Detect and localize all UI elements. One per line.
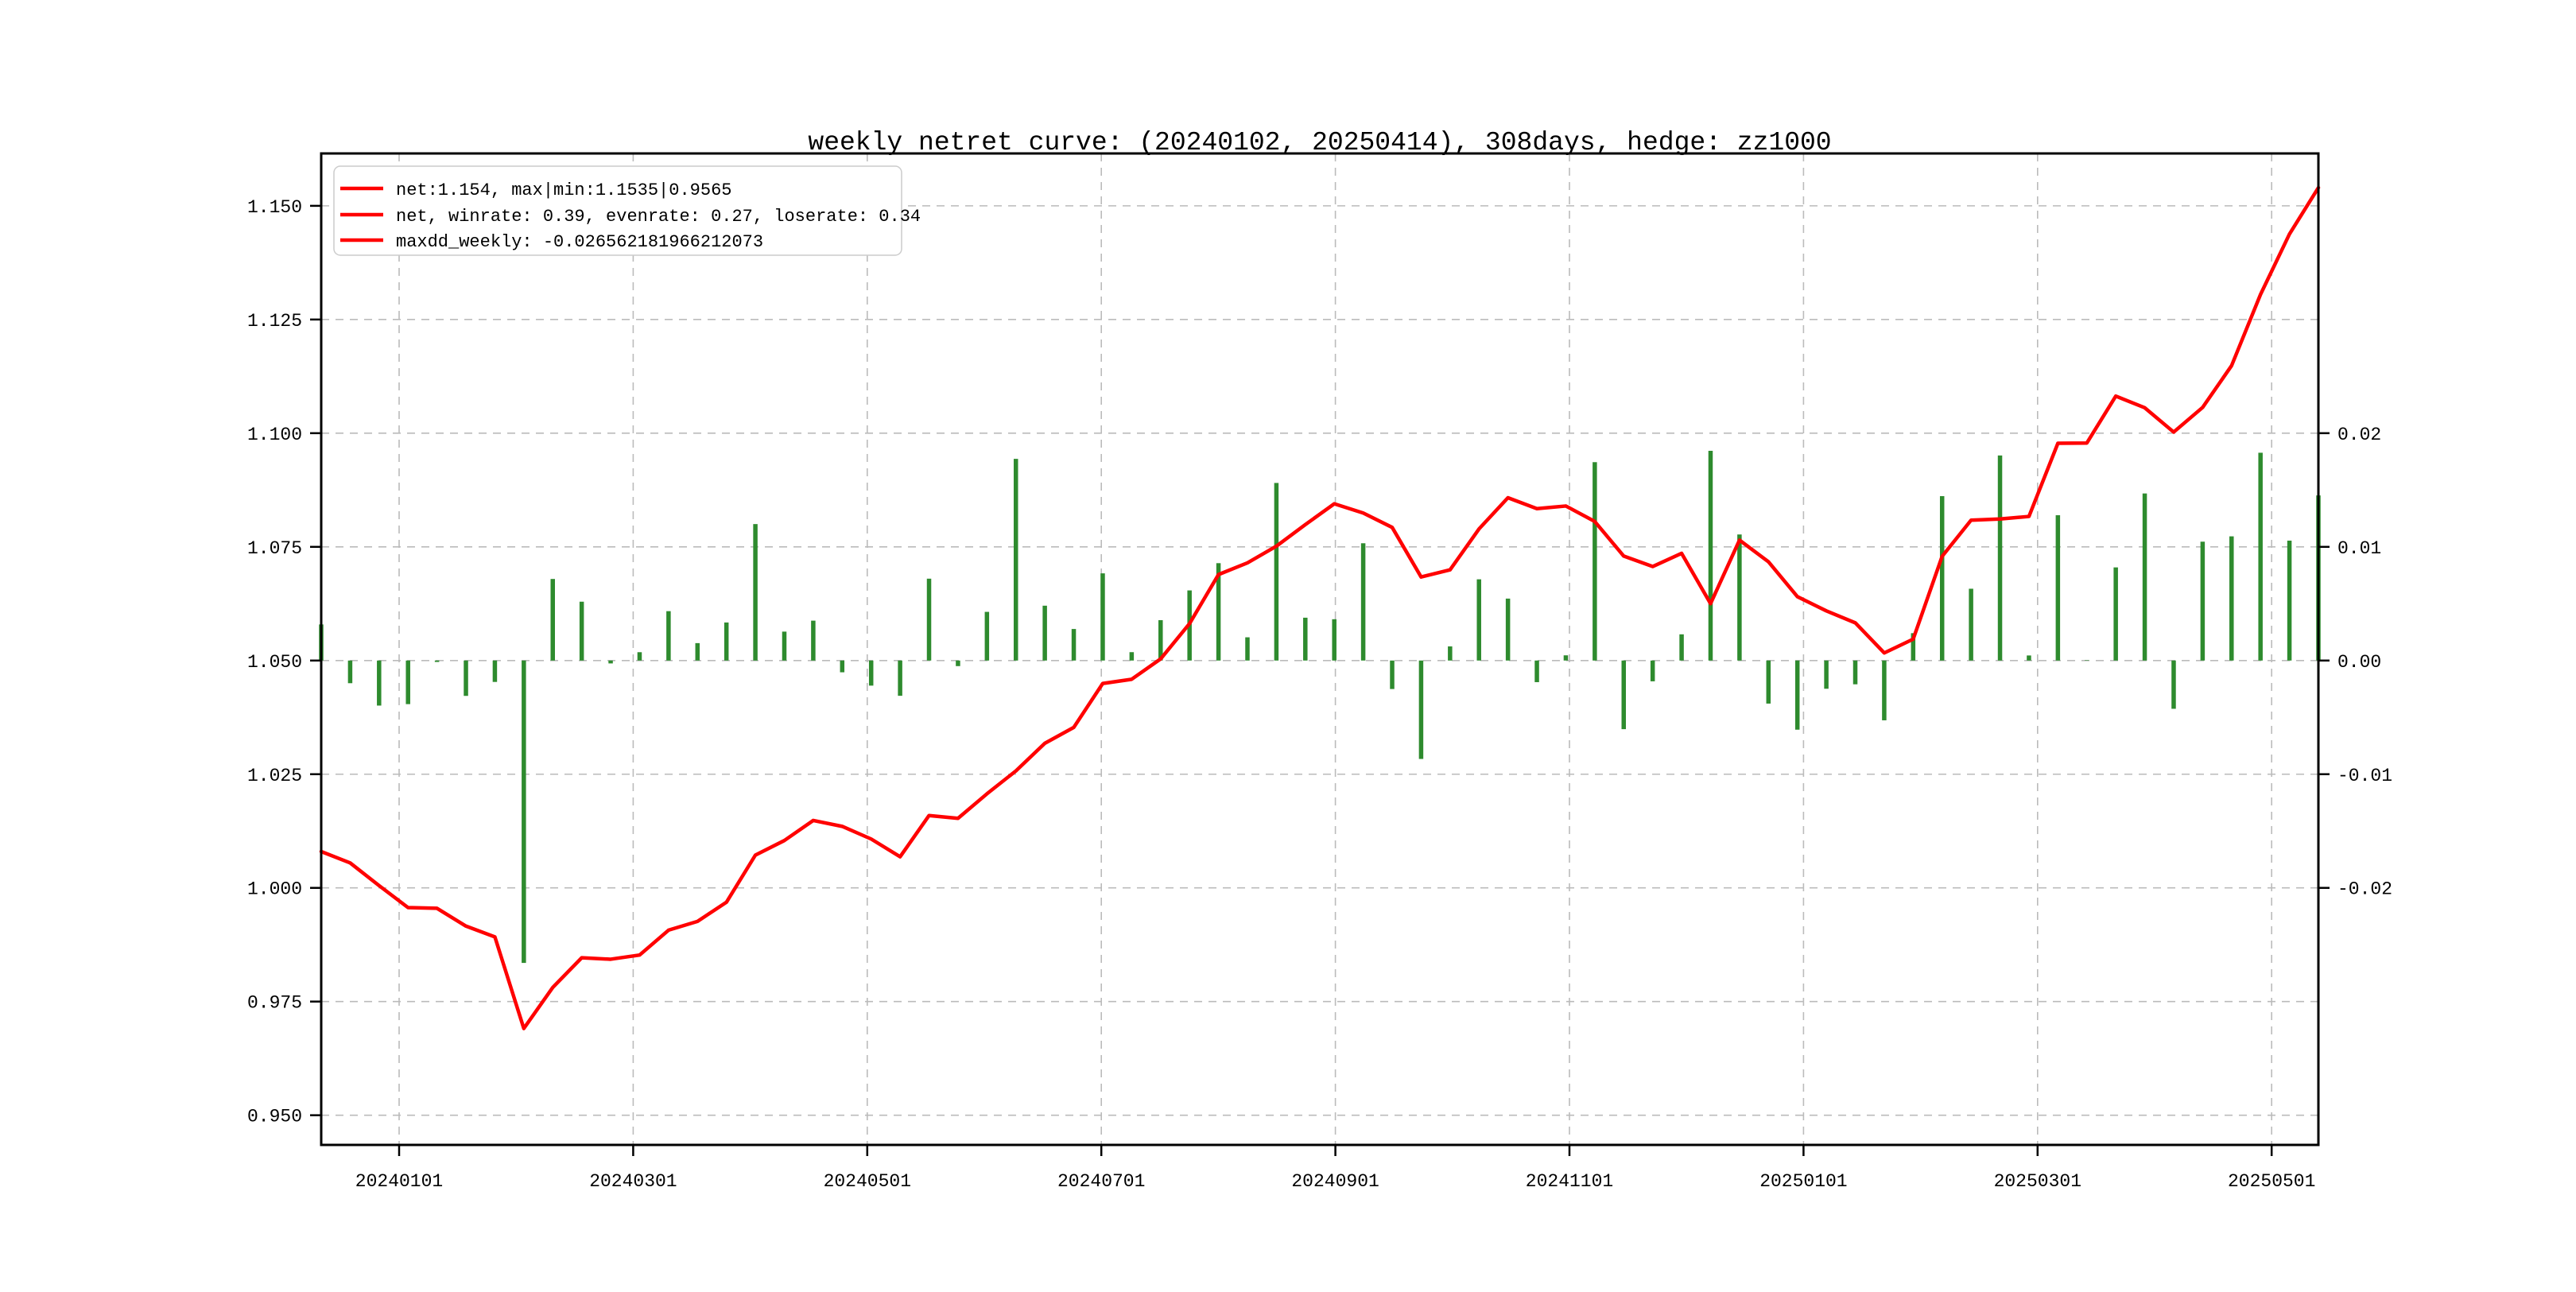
svg-text:net:1.154, max|min:1.1535|0.95: net:1.154, max|min:1.1535|0.9565: [396, 180, 731, 200]
svg-text:20250101: 20250101: [1759, 1171, 1847, 1192]
svg-text:0.01: 0.01: [2337, 538, 2381, 559]
svg-text:1.000: 1.000: [247, 879, 302, 900]
svg-text:1.100: 1.100: [247, 425, 302, 445]
svg-text:maxdd_weekly: -0.0265621819662: maxdd_weekly: -0.026562181966212073: [396, 232, 763, 252]
svg-text:0.975: 0.975: [247, 993, 302, 1014]
svg-text:20240501: 20240501: [824, 1171, 911, 1192]
svg-text:weekly netret curve: (20240102: weekly netret curve: (20240102, 20250414…: [808, 128, 1831, 157]
svg-text:20240901: 20240901: [1291, 1171, 1379, 1192]
svg-text:-0.01: -0.01: [2337, 766, 2392, 786]
svg-text:1.075: 1.075: [247, 538, 302, 559]
svg-text:20250501: 20250501: [2228, 1171, 2315, 1192]
svg-text:0.950: 0.950: [247, 1107, 302, 1127]
svg-text:20240101: 20240101: [355, 1171, 443, 1192]
svg-text:net, winrate: 0.39, evenrate:: net, winrate: 0.39, evenrate: 0.27, lose…: [396, 207, 921, 227]
svg-text:0.00: 0.00: [2337, 652, 2381, 673]
svg-text:20240701: 20240701: [1057, 1171, 1145, 1192]
svg-text:1.125: 1.125: [247, 311, 302, 332]
svg-text:1.150: 1.150: [247, 197, 302, 218]
svg-text:-0.02: -0.02: [2337, 879, 2392, 900]
svg-text:20250301: 20250301: [1994, 1171, 2081, 1192]
svg-text:20241101: 20241101: [1526, 1171, 1613, 1192]
svg-text:0.02: 0.02: [2337, 425, 2381, 445]
svg-text:20240301: 20240301: [589, 1171, 677, 1192]
svg-text:1.050: 1.050: [247, 652, 302, 673]
svg-text:1.025: 1.025: [247, 766, 302, 786]
